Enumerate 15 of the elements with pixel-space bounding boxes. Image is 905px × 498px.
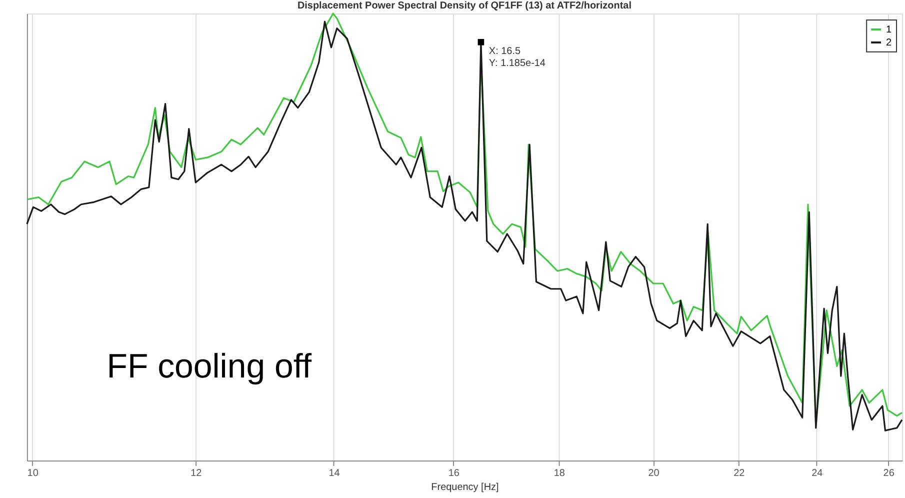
legend-label: 2 [886, 37, 892, 48]
x-tick-label: 24 [812, 468, 824, 479]
x-tick-label: 10 [27, 468, 39, 479]
x-tick-label: 26 [883, 468, 895, 479]
x-tick-label: 22 [734, 468, 746, 479]
legend-label: 1 [886, 24, 892, 36]
x-tick-label: 14 [328, 468, 340, 479]
x-axis-title: Frequency [Hz] [431, 482, 499, 493]
x-tick-label: 12 [190, 468, 202, 479]
chart-title: Displacement Power Spectral Density of QF1FF (13) at ATF2/horizontal [297, 0, 632, 12]
x-tick-label: 16 [448, 468, 460, 479]
x-tick-label: 18 [554, 468, 566, 479]
x-tick-label: 20 [648, 468, 660, 479]
annotation: X: 16.5 Y: 1.185e-14 [488, 46, 546, 70]
annotation: FF cooling off [106, 348, 312, 386]
